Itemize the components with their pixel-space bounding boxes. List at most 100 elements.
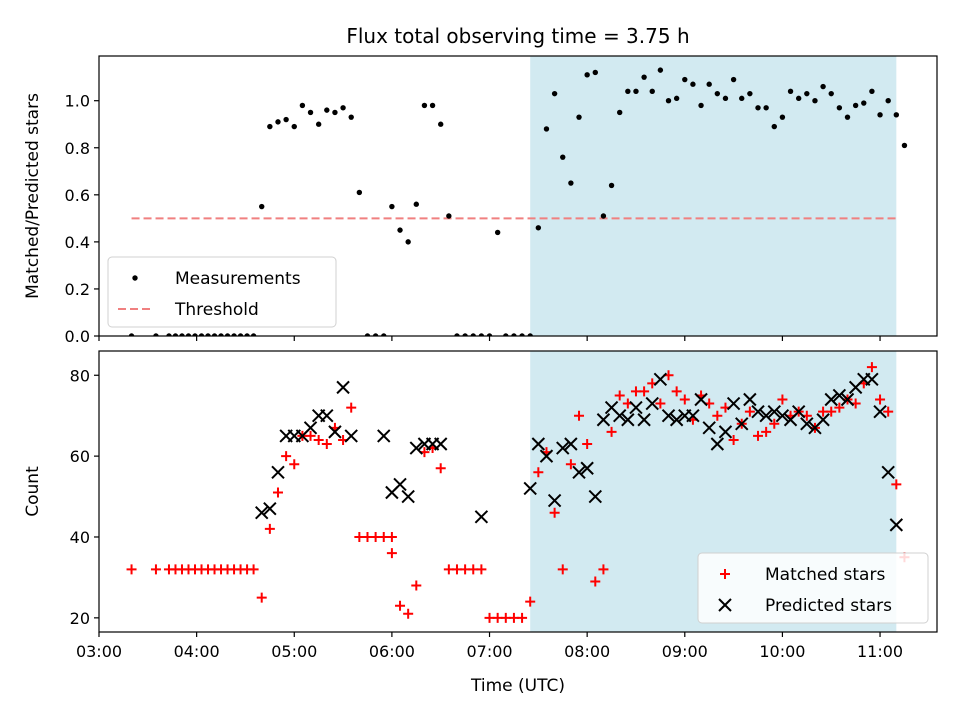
matched-star-point xyxy=(126,564,137,575)
measurement-point xyxy=(885,98,891,104)
measurement-point xyxy=(211,333,218,336)
observing-window-shade xyxy=(530,56,897,336)
measurement-point xyxy=(665,98,672,104)
predicted-star-point xyxy=(775,408,790,423)
measurement-point xyxy=(364,333,371,336)
measurement-point xyxy=(405,239,411,245)
predicted-star-point xyxy=(881,465,895,480)
predicted-star-point xyxy=(263,501,277,516)
predicted-star-point xyxy=(645,396,659,411)
predicted-star-point xyxy=(434,437,448,451)
y-axis-label: Count xyxy=(23,466,43,517)
measurement-point xyxy=(877,112,883,118)
measurement-point xyxy=(224,333,231,336)
plot-area xyxy=(128,67,908,336)
matched-star-point xyxy=(582,438,593,449)
measurement-point xyxy=(747,90,753,97)
measurement-point xyxy=(198,333,205,336)
legend: Matched stars Predicted stars xyxy=(697,552,929,624)
x-tick-label: 09:00 xyxy=(662,642,708,661)
y-tick-label: 0.4 xyxy=(65,233,90,252)
predicted-star-point xyxy=(344,429,358,443)
measurement-point xyxy=(192,333,198,336)
predicted-star-point xyxy=(596,413,611,427)
predicted-star-point xyxy=(564,437,578,451)
matched-star-point xyxy=(891,479,902,490)
y-tick-label: 20 xyxy=(70,609,90,628)
predicted-star-point xyxy=(816,413,830,427)
predicted-star-point xyxy=(751,404,765,419)
predicted-star-point xyxy=(588,489,602,504)
measurement-point xyxy=(462,333,468,336)
matched-star-point xyxy=(728,434,739,445)
predicted-star-point xyxy=(409,441,424,455)
measurement-point xyxy=(511,333,517,336)
predicted-star-point xyxy=(686,408,700,423)
y-tick-label: 0.0 xyxy=(65,327,90,346)
matched-star-point xyxy=(606,426,617,437)
x-tick-label: 04:00 xyxy=(174,642,220,661)
measurement-point xyxy=(706,81,712,87)
x-tick-label: 06:00 xyxy=(369,642,415,661)
measurement-point xyxy=(372,333,379,336)
measurement-point xyxy=(714,90,721,97)
matched-star-point xyxy=(313,434,324,445)
predicted-star-point xyxy=(832,388,847,403)
measurement-point xyxy=(568,180,574,186)
y-tick-label: 80 xyxy=(70,366,90,385)
measurement-point xyxy=(397,227,403,233)
x-tick-label: 03:00 xyxy=(76,642,122,661)
series-measurements xyxy=(128,67,908,336)
measurement-point xyxy=(429,102,436,109)
measurement-point xyxy=(836,105,843,111)
matched-star-point xyxy=(264,523,275,534)
measurement-point xyxy=(812,98,818,104)
matched-star-point xyxy=(761,426,772,437)
matched-star-point xyxy=(321,438,332,449)
predicted-star-point xyxy=(767,404,781,419)
legend: Measurements Threshold xyxy=(107,256,337,328)
x-tick-label: 05:00 xyxy=(271,642,317,661)
matched-star-point xyxy=(671,386,682,397)
matched-star-point xyxy=(346,402,357,413)
measurement-point xyxy=(153,333,159,336)
measurement-point xyxy=(893,112,900,118)
measurement-point xyxy=(324,107,330,113)
x-tick-label: 11:00 xyxy=(857,642,903,661)
predicted-star-point xyxy=(271,465,285,480)
measurement-point xyxy=(446,213,452,219)
y-tick-label: 0.8 xyxy=(65,139,90,158)
measurement-point xyxy=(348,114,354,120)
measurement-point xyxy=(356,189,363,196)
matched-star-point xyxy=(305,430,316,441)
series-predicted-stars xyxy=(255,372,904,532)
matched-star-point xyxy=(256,592,267,603)
matched-star-point xyxy=(574,410,585,421)
measurement-point xyxy=(291,123,297,130)
predicted-star-point xyxy=(735,417,749,431)
predicted-star-point xyxy=(612,408,627,423)
legend-measurement-marker xyxy=(132,275,138,281)
y-tick-label: 0.6 xyxy=(65,186,90,205)
measurement-point xyxy=(861,100,867,106)
matched-star-point xyxy=(386,548,397,559)
predicted-star-point xyxy=(572,465,586,480)
measurement-point xyxy=(315,121,322,127)
matched-star-point xyxy=(150,564,161,575)
matched-star-point xyxy=(777,394,788,405)
matched-star-point xyxy=(834,402,845,413)
legend-matched-marker xyxy=(720,569,730,579)
predicted-star-point xyxy=(694,392,708,407)
matched-star-point xyxy=(655,398,666,409)
y-tick-label: 40 xyxy=(70,528,90,547)
measurement-point xyxy=(185,333,192,336)
legend-entry-label: Predicted stars xyxy=(765,596,892,616)
predicted-star-point xyxy=(621,413,635,427)
measurement-point xyxy=(340,105,346,111)
predicted-star-point xyxy=(531,437,546,451)
measurement-point xyxy=(503,333,509,336)
predicted-star-point xyxy=(523,481,537,496)
y-tick-label: 0.2 xyxy=(65,280,90,299)
measurement-point xyxy=(698,102,704,109)
predicted-star-point xyxy=(474,510,489,524)
